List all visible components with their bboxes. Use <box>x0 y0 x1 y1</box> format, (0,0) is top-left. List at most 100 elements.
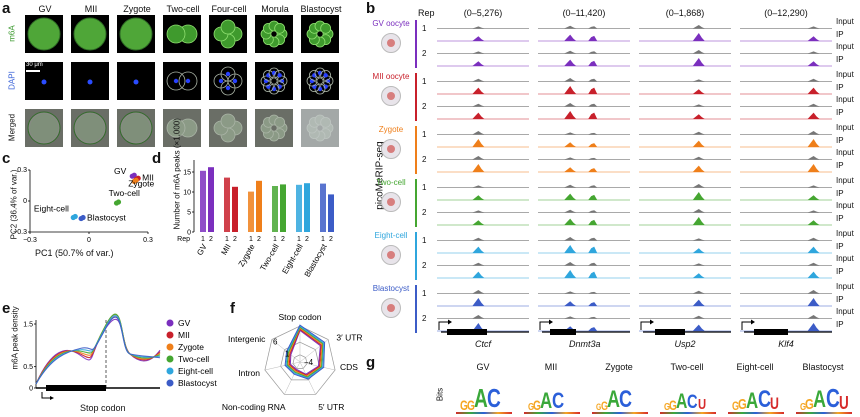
motif-letter-3-1: G <box>669 397 678 413</box>
radar-axis-4: Non-coding RNA <box>222 402 286 412</box>
motif-stage-1: MII <box>544 362 558 372</box>
stage-name-1: MII oocyte <box>372 72 410 81</box>
track-3-1-0-0 <box>437 210 529 213</box>
track-5-0-0-1 <box>538 291 630 294</box>
micrograph-2-5 <box>255 109 293 147</box>
pca-label-blastocyst: Blastocyst <box>87 213 126 223</box>
track-3-1-0-1 <box>538 209 630 213</box>
bar-mii-rep1 <box>224 177 230 232</box>
micrograph-0-5 <box>255 15 293 53</box>
stage-label-zygote: Zygote <box>123 4 151 14</box>
track-type-1-0-0: Input <box>836 70 854 79</box>
micrograph-2-6 <box>301 109 339 147</box>
motif-letter-0-3: C <box>487 384 502 413</box>
micrograph-1-0 <box>25 62 63 100</box>
track-type-1-0-1: IP <box>836 82 844 92</box>
rep-number-5-0: 1 <box>422 289 427 298</box>
track-2-0-1-1 <box>538 142 630 147</box>
radar-axis-0: Stop codon <box>278 312 321 322</box>
track-1-0-0-1 <box>538 78 630 82</box>
micrograph-1-5 <box>255 62 293 100</box>
track-5-1-0-2 <box>639 315 731 319</box>
motif-letter-5-2: A <box>813 386 827 413</box>
track-0-0-0-1 <box>538 25 630 29</box>
radar-axis-1: 3′ UTR <box>336 332 362 342</box>
stage-icon-nucleus-4 <box>387 251 395 259</box>
stage-label-morula: Morula <box>261 4 289 14</box>
panel-d-label: d <box>152 150 162 167</box>
motif-stage-0: GV <box>476 362 490 372</box>
motif-letter-3-0: G <box>664 400 671 413</box>
density-xlabel: Stop codon <box>80 403 126 413</box>
density-ytick-1: 0.5 <box>23 364 33 371</box>
stage-name-2: Zygote <box>378 125 404 134</box>
track-5-0-1-2 <box>639 299 731 306</box>
bar-eight-cell-rep1 <box>296 184 302 232</box>
stage-label-four-cell: Four-cell <box>211 4 247 14</box>
scale-bar-label: 30 μm <box>26 62 43 68</box>
radar-ring-0: 6 <box>273 338 278 347</box>
track-4-1-0-1 <box>538 262 630 266</box>
track-5-1-0-1 <box>538 316 630 319</box>
motif-base-4 <box>728 412 784 414</box>
pca-xtick-0: −0.3 <box>23 237 37 244</box>
rep-number-2-1: 2 <box>422 155 427 164</box>
track-0-1-1-1 <box>538 59 630 66</box>
micrograph-1-2 <box>117 62 155 100</box>
motif-stage-5: Blastocyst <box>802 362 844 372</box>
m6a-density-plot: 0 0.5 1.5 GV MII Zygote Two-cell Eight-cell Blas… <box>23 313 217 400</box>
motif-base-2 <box>592 412 648 414</box>
stage-name-5: Blastocyst <box>372 284 410 293</box>
rep-number-4-0: 1 <box>297 236 301 243</box>
pca-label-mii: MII <box>142 172 154 182</box>
track-type-0-1-1: IP <box>836 54 844 64</box>
track-type-4-1-1: IP <box>836 266 844 276</box>
pca-axes <box>28 169 149 234</box>
track-type-2-1-0: Input <box>836 148 854 157</box>
cds-block <box>46 385 106 391</box>
rep-number-1-0: 1 <box>225 236 229 243</box>
bar-mii-rep2 <box>232 186 238 232</box>
track-4-0-1-1 <box>538 245 630 253</box>
pca-label-gv: GV <box>114 166 127 176</box>
track-type-3-1-0: Input <box>836 201 854 210</box>
stage-name-4: Eight-cell <box>374 231 408 240</box>
track-3-1-0-3 <box>740 210 832 213</box>
gene-arrow-1 <box>539 321 550 330</box>
panel-f-label: f <box>230 300 235 317</box>
bar-zygote-rep1 <box>248 191 254 232</box>
track-4-0-1-2 <box>639 248 731 253</box>
track-1-1-0-3 <box>740 103 832 107</box>
track-3-0-1-1 <box>538 193 630 200</box>
micrograph-1-3 <box>163 62 201 100</box>
motif-letter-2-3: C <box>619 386 633 413</box>
stage-icon-3 <box>381 192 401 212</box>
track-type-1-1-1: IP <box>836 107 844 117</box>
motif-letter-4-1: G <box>738 396 747 413</box>
track-2-0-1-2 <box>639 140 731 147</box>
bar-two-cell-rep1 <box>272 186 278 232</box>
legend-label-blastocyst: Blastocyst <box>178 378 217 388</box>
gene-name-2: Usp2 <box>674 339 696 349</box>
motif-base-0 <box>456 412 512 414</box>
range-label-1: (0–11,420) <box>562 8 606 18</box>
track-3-0-0-3 <box>740 185 832 188</box>
track-2-1-1-0 <box>437 164 529 172</box>
motif-letter-2-0: G <box>596 402 602 412</box>
rep-number-2-1: 2 <box>257 236 261 243</box>
motif-letter-3-3: C <box>687 390 698 413</box>
track-3-0-1-3 <box>740 195 832 200</box>
track-2-1-0-1 <box>538 157 630 160</box>
rep-number-3-0: 1 <box>422 183 427 192</box>
motif-letter-0-1: G <box>467 397 475 413</box>
gene-name-3: Klf4 <box>778 339 794 349</box>
track-1-0-1-2 <box>639 89 731 94</box>
pca-xtick-2: 0.3 <box>143 237 153 244</box>
legend-dot-two-cell <box>166 355 174 363</box>
motif-letter-5-4: U <box>839 393 849 413</box>
rep-number-2-0: 1 <box>422 130 427 139</box>
panel-a-label: a <box>2 0 11 17</box>
radar-line-mii <box>288 328 322 376</box>
pca-point-gv <box>131 172 137 178</box>
radar-line-blastocyst <box>284 324 326 380</box>
